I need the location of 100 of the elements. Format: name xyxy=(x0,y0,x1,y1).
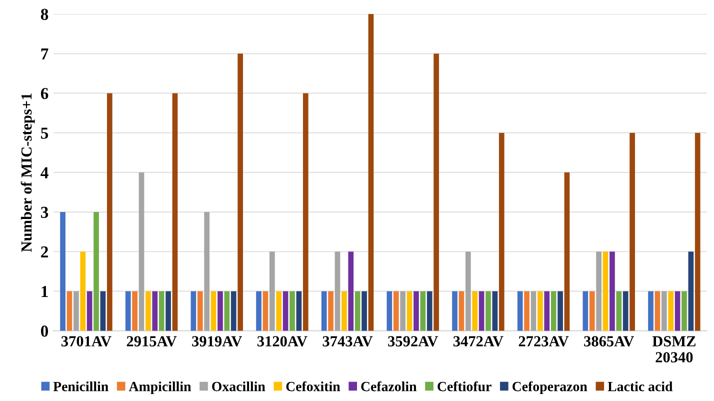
bar xyxy=(564,172,570,331)
bar xyxy=(393,291,399,331)
bar xyxy=(132,291,138,331)
y-tick-label: 4 xyxy=(40,167,48,178)
x-tick-label: 3919AV xyxy=(192,336,242,347)
bar xyxy=(256,291,262,331)
bar xyxy=(530,291,536,331)
bar xyxy=(688,252,694,331)
bar xyxy=(472,291,478,331)
bar xyxy=(218,291,223,331)
x-tick-label: 2915AV xyxy=(126,336,177,347)
bar xyxy=(276,291,282,331)
bar xyxy=(674,291,680,331)
bar xyxy=(354,291,360,331)
bar xyxy=(334,252,340,331)
bar xyxy=(661,291,667,331)
bar xyxy=(152,291,158,331)
bar xyxy=(478,291,484,331)
y-tick-label: 8 xyxy=(40,8,48,20)
bar xyxy=(544,291,550,331)
bar xyxy=(610,252,615,331)
bar xyxy=(458,291,464,331)
bar xyxy=(197,291,203,331)
bar xyxy=(420,291,426,331)
bar xyxy=(230,291,236,331)
bar xyxy=(73,291,79,331)
bar xyxy=(172,93,178,331)
bar xyxy=(630,132,635,331)
bar xyxy=(582,291,588,331)
bar xyxy=(406,291,412,331)
bar xyxy=(694,132,700,331)
bar xyxy=(386,291,392,331)
bar xyxy=(486,291,491,331)
bar xyxy=(668,291,674,331)
bar xyxy=(596,252,602,331)
bar xyxy=(622,291,628,331)
x-tick-label: 3592AV xyxy=(388,336,438,347)
bar xyxy=(204,212,210,331)
bar xyxy=(654,291,660,331)
y-axis-title: Number of MIC-steps+1 xyxy=(20,93,35,252)
y-tick-label: 1 xyxy=(42,286,48,298)
bar xyxy=(269,252,275,331)
bar xyxy=(414,291,419,331)
bar xyxy=(328,291,334,331)
bar xyxy=(190,291,196,331)
bar xyxy=(400,291,406,331)
bar xyxy=(296,291,302,331)
bar xyxy=(302,93,308,331)
legend-label: Penicillin xyxy=(53,381,108,392)
bar xyxy=(602,252,608,331)
bar xyxy=(538,291,543,331)
bar xyxy=(100,291,106,331)
bar xyxy=(262,291,268,331)
bar xyxy=(146,291,151,331)
bar xyxy=(80,252,86,331)
bar xyxy=(166,291,171,331)
bar xyxy=(106,93,112,331)
bar xyxy=(138,172,144,331)
bar xyxy=(348,252,354,331)
bar xyxy=(210,291,216,331)
bar xyxy=(498,132,504,331)
bar xyxy=(648,291,654,331)
bar xyxy=(282,291,288,331)
bar xyxy=(238,54,243,331)
bar xyxy=(465,252,471,331)
bar xyxy=(426,291,432,331)
bar xyxy=(321,291,327,331)
legend-label: Ceftiofur xyxy=(438,381,492,392)
bar xyxy=(558,291,563,331)
bar xyxy=(224,291,230,331)
x-tick-label: 3865AV xyxy=(584,336,634,347)
bar xyxy=(362,291,367,331)
x-tick-label: 2723AV xyxy=(518,336,569,347)
bar xyxy=(60,212,66,331)
x-tick-label: 3120AV xyxy=(257,336,308,347)
legend-label: Cefoxitin xyxy=(286,381,340,392)
y-tick-label: 3 xyxy=(40,206,48,218)
y-tick-label: 6 xyxy=(40,88,48,100)
bar xyxy=(524,291,530,331)
x-tick-label: DSMZ 20340 xyxy=(652,336,696,362)
bar xyxy=(517,291,523,331)
x-tick-label: 3743AV xyxy=(322,336,373,347)
bar xyxy=(66,291,72,331)
legend-label: Lactic acid xyxy=(608,381,673,392)
x-tick-label: 3701AV xyxy=(61,336,112,347)
legend-label: Cefazolin xyxy=(361,381,417,392)
x-tick-label: 3472AV xyxy=(453,336,504,347)
y-tick-label: 2 xyxy=(41,246,48,258)
bar xyxy=(86,291,92,331)
bar xyxy=(682,291,687,331)
y-tick-label: 0 xyxy=(40,326,48,337)
bar xyxy=(452,291,458,331)
bar xyxy=(342,291,347,331)
legend-label: Ampicillin xyxy=(128,381,192,394)
bar xyxy=(616,291,622,331)
bar xyxy=(434,54,439,331)
bar xyxy=(125,291,131,331)
bar xyxy=(368,14,374,331)
bar xyxy=(290,291,295,331)
bar xyxy=(550,291,556,331)
